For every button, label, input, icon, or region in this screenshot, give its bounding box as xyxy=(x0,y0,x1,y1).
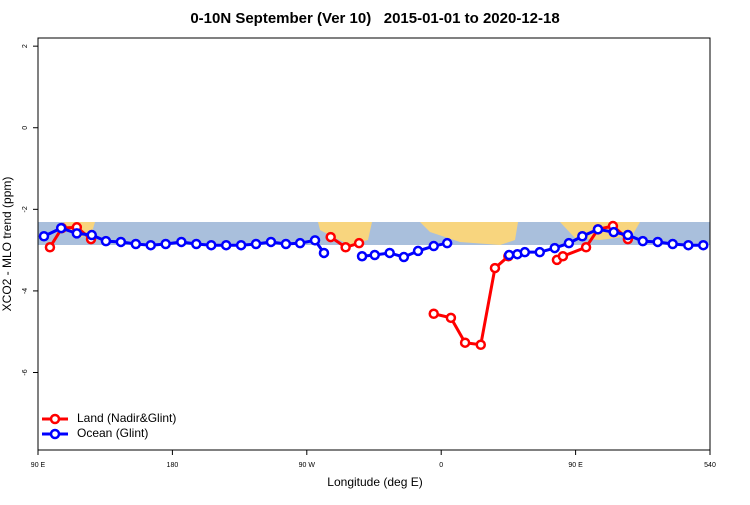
point xyxy=(130,238,142,250)
point xyxy=(205,239,217,251)
point xyxy=(428,240,439,252)
x-tick-label: 540 xyxy=(704,462,716,469)
point xyxy=(475,339,487,351)
point xyxy=(441,237,453,249)
point xyxy=(489,262,501,274)
point xyxy=(38,230,50,242)
point xyxy=(459,337,471,348)
point xyxy=(318,247,330,259)
point xyxy=(340,242,351,253)
point xyxy=(115,236,127,248)
point xyxy=(191,238,202,250)
point xyxy=(683,239,694,251)
point xyxy=(250,238,262,250)
x-tick-label: 180 xyxy=(167,462,179,469)
map-band xyxy=(38,222,710,245)
point xyxy=(503,249,515,261)
y-tick-label: -2 xyxy=(22,206,29,212)
x-tick-label: 90 E xyxy=(31,462,46,469)
point xyxy=(563,237,575,249)
point xyxy=(356,250,368,262)
point xyxy=(100,235,112,247)
legend-marker xyxy=(49,413,61,425)
point xyxy=(309,235,321,246)
point xyxy=(398,251,410,263)
x-tick-label: 90 E xyxy=(568,462,583,469)
chart-title: 0-10N September (Ver 10) 2015-01-01 to 2… xyxy=(190,10,559,27)
point xyxy=(235,239,247,251)
point xyxy=(577,230,588,242)
point xyxy=(280,238,292,250)
point xyxy=(71,228,83,239)
point xyxy=(652,236,663,248)
point xyxy=(667,238,678,250)
x-axis-label: Longitude (deg E) xyxy=(327,475,422,489)
point xyxy=(428,308,439,320)
point xyxy=(145,239,156,251)
point xyxy=(55,222,67,234)
point xyxy=(44,242,56,253)
x-tick-label: 0 xyxy=(439,462,443,469)
point xyxy=(445,312,457,324)
x-tick-label: 90 W xyxy=(299,462,316,469)
point xyxy=(369,249,380,261)
legend-marker xyxy=(49,428,61,440)
point xyxy=(580,242,592,253)
point xyxy=(384,247,395,259)
point xyxy=(592,224,604,235)
y-axis-label: XCO2 - MLO trend (ppm) xyxy=(0,177,14,312)
point xyxy=(160,238,171,250)
point xyxy=(519,246,531,258)
legend-label: Land (Nadir&Glint) xyxy=(77,411,176,425)
point xyxy=(353,237,365,249)
point xyxy=(549,242,560,254)
y-tick-label: -6 xyxy=(22,369,29,375)
point xyxy=(220,239,232,251)
point xyxy=(325,231,336,243)
point xyxy=(608,226,619,238)
point xyxy=(698,239,709,251)
point xyxy=(557,250,569,262)
y-tick-label: -4 xyxy=(22,288,29,294)
point xyxy=(534,246,546,258)
y-tick-label: 0 xyxy=(22,126,29,130)
point xyxy=(294,237,306,249)
legend-label: Ocean (Glint) xyxy=(77,426,148,440)
plot-box xyxy=(37,37,711,451)
y-tick-label: 2 xyxy=(22,44,29,48)
point xyxy=(412,245,424,257)
point xyxy=(176,236,187,248)
point xyxy=(265,236,277,248)
point xyxy=(622,229,634,241)
legend: Land (Nadir&Glint)Ocean (Glint) xyxy=(42,411,176,440)
point xyxy=(86,229,98,241)
point xyxy=(637,235,649,247)
